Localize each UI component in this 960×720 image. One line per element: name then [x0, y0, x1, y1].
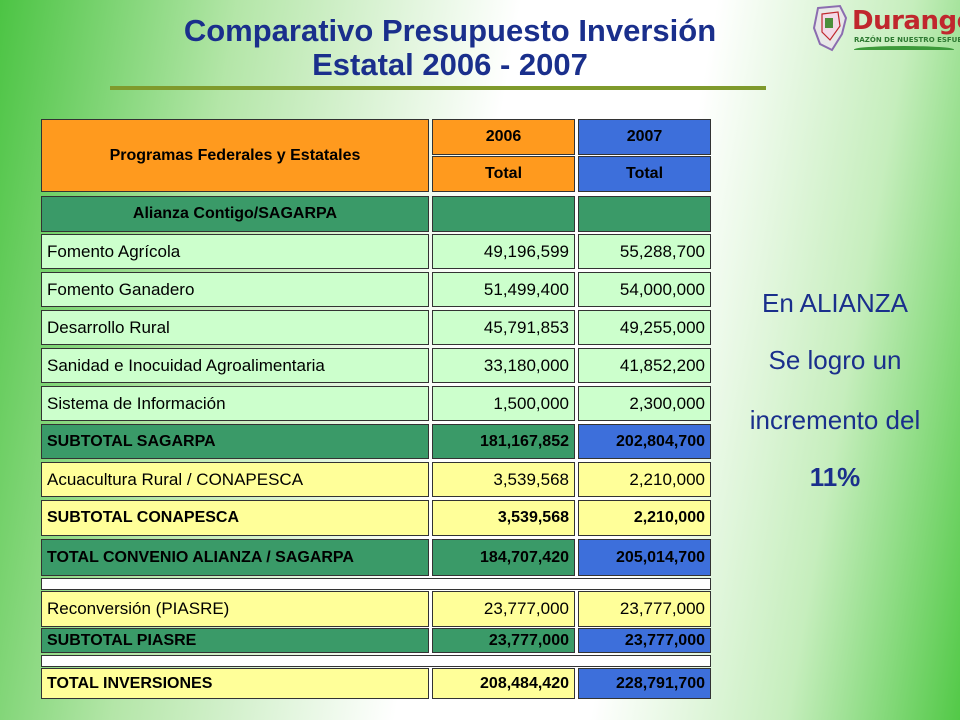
row-value-2006: 33,180,000 — [432, 348, 575, 383]
slide-title-line2: Estatal 2006 - 2007 — [312, 47, 588, 82]
row-label: SUBTOTAL CONAPESCA — [41, 500, 429, 536]
row-value-2006: 3,539,568 — [432, 500, 575, 536]
spacer-row — [41, 578, 711, 590]
row-label: SUBTOTAL SAGARPA — [41, 424, 429, 459]
row-value-2006: 23,777,000 — [432, 628, 575, 653]
row-label: SUBTOTAL PIASRE — [41, 628, 429, 653]
logo-wordmark: Durango — [852, 6, 960, 36]
header-total-2007: Total — [578, 156, 711, 192]
row-value-2007: 55,288,700 — [578, 234, 711, 269]
row-value-2007: 23,777,000 — [578, 628, 711, 653]
note-line-3: incremento del — [749, 405, 921, 435]
spacer-row — [41, 655, 711, 667]
row-value-2007: 2,300,000 — [578, 386, 711, 421]
row-value-2007: 205,014,700 — [578, 539, 711, 576]
row-label: Desarrollo Rural — [41, 310, 429, 345]
durango-logo: Durango RAZÓN DE NUESTRO ESFUERZO — [808, 4, 960, 62]
row-value-2007: 41,852,200 — [578, 348, 711, 383]
section-label: Alianza Contigo/SAGARPA — [132, 205, 338, 222]
section-label-cell: Alianza Contigo/SAGARPA — [41, 196, 429, 232]
note-line-1: En ALIANZA — [762, 288, 908, 318]
header-total-2006: Total — [432, 156, 575, 192]
row-label: Reconversión (PIASRE) — [41, 591, 429, 627]
row-value-2007: 23,777,000 — [578, 591, 711, 627]
row-value-2006: 1,500,000 — [432, 386, 575, 421]
note-line-2: Se logro un — [768, 345, 902, 375]
row-label: Fomento Agrícola — [41, 234, 429, 269]
row-value-2006: 184,707,420 — [432, 539, 575, 576]
header-label: Programas Federales y Estatales — [109, 146, 361, 164]
row-value-2007: 49,255,000 — [578, 310, 711, 345]
slide-title-line1: Comparativo Presupuesto Inversión — [183, 13, 717, 48]
title-underline — [110, 86, 766, 90]
row-value-2007: 228,791,700 — [578, 668, 711, 699]
row-value-2007: 2,210,000 — [578, 500, 711, 536]
logo-swoosh — [854, 46, 954, 53]
row-value-2007: 202,804,700 — [578, 424, 711, 459]
note-line-4: 11% — [809, 462, 861, 492]
row-value-2006: 23,777,000 — [432, 591, 575, 627]
row-value-2006: 49,196,599 — [432, 234, 575, 269]
row-label: TOTAL CONVENIO ALIANZA / SAGARPA — [41, 539, 429, 576]
row-value-2006: 51,499,400 — [432, 272, 575, 307]
slide-title: Comparativo Presupuesto Inversión Estata… — [70, 14, 830, 82]
row-label: TOTAL INVERSIONES — [41, 668, 429, 699]
section-empty-2007 — [578, 196, 711, 232]
header-year-2006: 2006 — [432, 119, 575, 155]
row-label: Fomento Ganadero — [41, 272, 429, 307]
logo-motto: RAZÓN DE NUESTRO ESFUERZO — [854, 36, 960, 44]
row-value-2007: 54,000,000 — [578, 272, 711, 307]
row-label: Sistema de Información — [41, 386, 429, 421]
row-label: Sanidad e Inocuidad Agroalimentaria — [41, 348, 429, 383]
row-value-2007: 2,210,000 — [578, 462, 711, 497]
row-value-2006: 208,484,420 — [432, 668, 575, 699]
row-value-2006: 181,167,852 — [432, 424, 575, 459]
row-value-2006: 45,791,853 — [432, 310, 575, 345]
header-label-cell: Programas Federales y Estatales — [41, 119, 429, 192]
section-empty-2006 — [432, 196, 575, 232]
header-year-2007: 2007 — [578, 119, 711, 155]
row-label: Acuacultura Rural / CONAPESCA — [41, 462, 429, 497]
row-value-2006: 3,539,568 — [432, 462, 575, 497]
durango-state-map-icon — [812, 4, 848, 52]
